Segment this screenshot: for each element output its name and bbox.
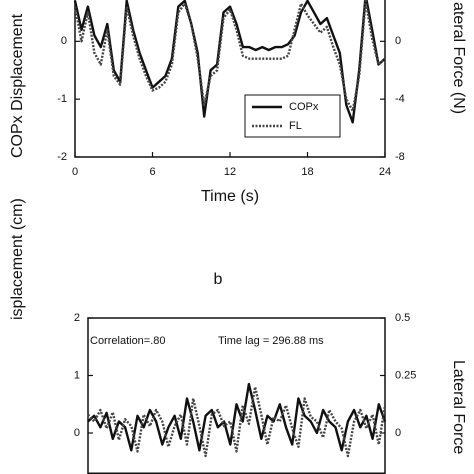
y2-axis-label: ateral Force (N): [450, 2, 467, 114]
annotation: Correlation=.80: [90, 335, 166, 347]
x-tick-label: 24: [379, 166, 391, 178]
y-tick-label: -2: [57, 151, 67, 163]
data-line: [73, 0, 386, 124]
y-axis-label: COPx Displacement: [9, 13, 26, 158]
legend-box: [244, 94, 341, 138]
y-axis-label: isplacement (cm): [9, 198, 26, 320]
y2-tick-label: 0: [395, 427, 401, 439]
y2-tick-label: -8: [395, 151, 405, 163]
legend-label: FL: [289, 120, 302, 132]
data-line: [73, 0, 386, 112]
y2-tick-label: 0.5: [395, 312, 410, 324]
y2-axis-label: Lateral Force: [450, 360, 467, 454]
y2-tick-label: -4: [395, 93, 405, 105]
data-line: [87, 385, 387, 458]
annotation: Time lag = 296.88 ms: [218, 335, 324, 347]
y-tick-label: 0: [61, 35, 67, 47]
y2-tick-label: 0.25: [395, 369, 416, 381]
panel-label: b: [214, 271, 223, 288]
y-tick-label: -1: [57, 93, 67, 105]
y-tick-label: 0: [74, 427, 80, 439]
x-tick-label: 0: [72, 166, 78, 178]
y2-tick-label: 0: [395, 35, 401, 47]
legend-label: COPx: [289, 101, 319, 113]
x-tick-label: 12: [224, 166, 236, 178]
x-axis-label: Time (s): [201, 188, 259, 205]
x-tick-label: 18: [301, 166, 313, 178]
y-tick-label: 1: [74, 369, 80, 381]
plot-frame: [87, 317, 386, 474]
data-line: [87, 382, 387, 452]
y-tick-label: 2: [74, 312, 80, 324]
x-tick-label: 6: [149, 166, 155, 178]
